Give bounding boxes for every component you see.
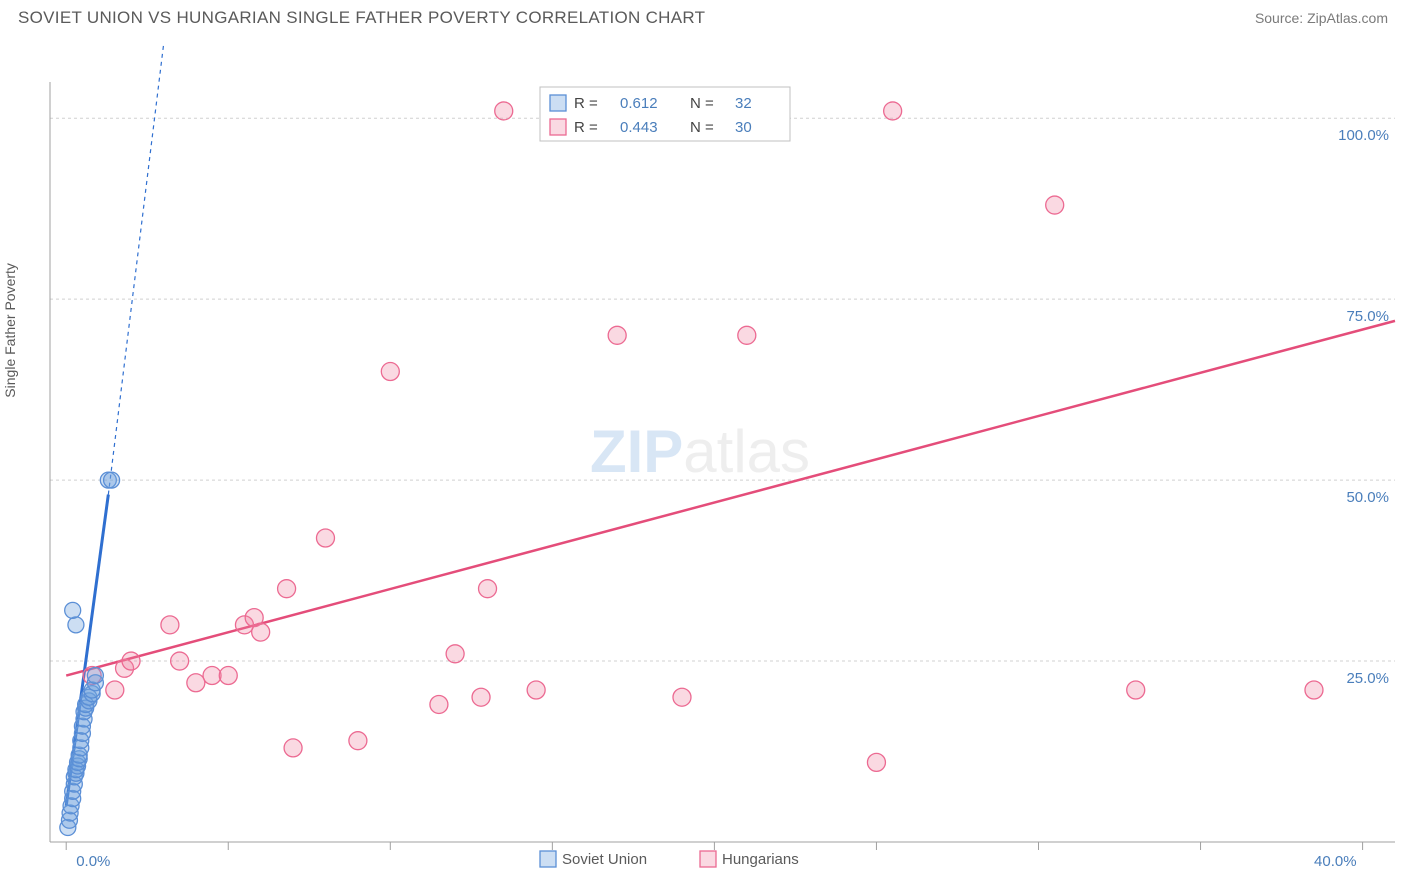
legend-r-soviet: 0.612 [620, 95, 658, 112]
legend-n-hungarian: 30 [735, 119, 752, 136]
point-soviet [87, 668, 103, 684]
chart-source: Source: ZipAtlas.com [1255, 10, 1388, 26]
legend-r-label: R = [574, 119, 598, 136]
point-hungarian [1305, 681, 1323, 699]
point-hungarian [1046, 196, 1064, 214]
y-tick-label: 100.0% [1338, 127, 1389, 144]
point-hungarian [673, 688, 691, 706]
point-hungarian [278, 580, 296, 598]
point-hungarian [867, 753, 885, 771]
point-hungarian [472, 688, 490, 706]
chart-area: Single Father Poverty 25.0% 50.0% 75.0% 100… [0, 32, 1406, 882]
point-hungarian [608, 326, 626, 344]
point-hungarian [106, 681, 124, 699]
point-hungarian [495, 102, 513, 120]
point-hungarian [446, 645, 464, 663]
y-tick-label: 75.0% [1346, 308, 1389, 325]
y-tick-label: 50.0% [1346, 489, 1389, 506]
legend-r-hungarian: 0.443 [620, 119, 658, 136]
x-tick-label: 40.0% [1314, 853, 1357, 870]
bottom-swatch-hungarian [700, 851, 716, 867]
point-hungarian [316, 529, 334, 547]
legend-swatch-hungarian [550, 119, 566, 135]
point-hungarian [187, 674, 205, 692]
point-hungarian [884, 102, 902, 120]
legend-swatch-soviet [550, 95, 566, 111]
bottom-swatch-soviet [540, 851, 556, 867]
point-soviet [104, 472, 120, 488]
trend-line-hungarian [66, 321, 1395, 676]
bottom-label-hungarian: Hungarians [722, 851, 799, 868]
point-hungarian [161, 616, 179, 634]
point-soviet [68, 617, 84, 633]
chart-title: SOVIET UNION VS HUNGARIAN SINGLE FATHER … [18, 8, 705, 28]
chart-header: SOVIET UNION VS HUNGARIAN SINGLE FATHER … [0, 0, 1406, 32]
legend-r-label: R = [574, 95, 598, 112]
watermark: ZIPatlas [590, 418, 810, 485]
point-hungarian [252, 623, 270, 641]
legend-n-soviet: 32 [735, 95, 752, 112]
point-hungarian [171, 652, 189, 670]
point-hungarian [122, 652, 140, 670]
legend-n-label: N = [690, 119, 714, 136]
y-tick-label: 25.0% [1346, 670, 1389, 687]
point-soviet [65, 602, 81, 618]
point-hungarian [219, 667, 237, 685]
point-hungarian [203, 667, 221, 685]
point-hungarian [479, 580, 497, 598]
point-hungarian [738, 326, 756, 344]
point-hungarian [527, 681, 545, 699]
point-hungarian [349, 732, 367, 750]
y-axis-label: Single Father Poverty [2, 263, 18, 398]
trend-ext-soviet [108, 46, 163, 495]
point-hungarian [284, 739, 302, 757]
x-tick-label: 0.0% [76, 853, 110, 870]
scatter-chart: 25.0% 50.0% 75.0% 100.0% ZIPatlas 0.0% 40.0% R … [0, 32, 1406, 882]
point-hungarian [430, 695, 448, 713]
point-hungarian [1127, 681, 1145, 699]
point-hungarian [381, 363, 399, 381]
legend-n-label: N = [690, 95, 714, 112]
bottom-label-soviet: Soviet Union [562, 851, 647, 868]
